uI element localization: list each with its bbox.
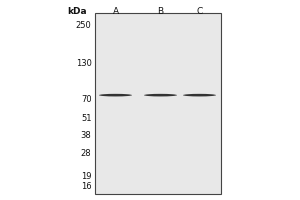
Text: 28: 28 [81, 149, 92, 158]
Text: 16: 16 [81, 182, 92, 191]
Text: 38: 38 [81, 131, 92, 140]
Text: B: B [158, 7, 164, 16]
Text: kDa: kDa [68, 7, 87, 16]
Bar [94, 13, 220, 194]
Text: 19: 19 [81, 172, 92, 181]
Ellipse shape [183, 94, 216, 96]
Ellipse shape [144, 94, 177, 96]
Text: 130: 130 [76, 59, 91, 68]
Text: 51: 51 [81, 114, 92, 123]
Text: 70: 70 [81, 95, 92, 104]
Text: 250: 250 [76, 21, 91, 30]
Ellipse shape [99, 94, 132, 96]
Text: C: C [196, 7, 202, 16]
Text: A: A [112, 7, 118, 16]
